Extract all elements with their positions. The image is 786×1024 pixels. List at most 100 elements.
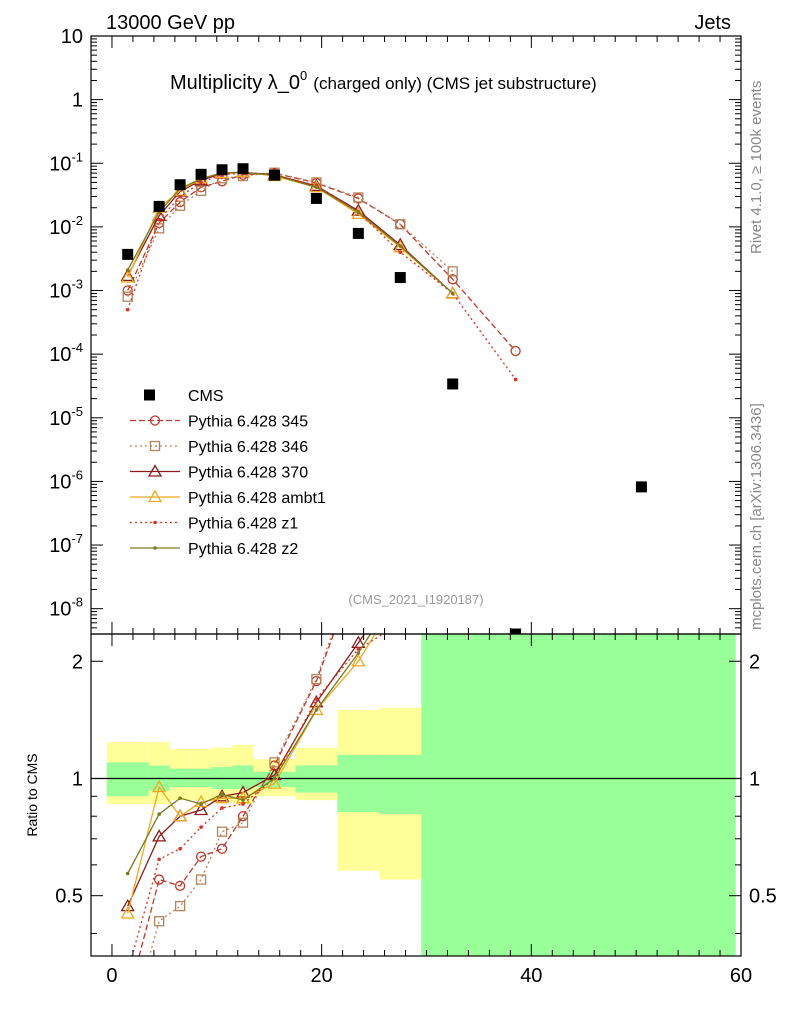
ratio-marker xyxy=(216,843,228,854)
y-tick-label: 1 xyxy=(72,90,83,112)
data-point xyxy=(216,164,228,176)
ratio-marker xyxy=(195,851,207,862)
data-point xyxy=(268,169,280,181)
series-marker xyxy=(351,206,366,220)
ratio-marker xyxy=(214,790,230,804)
ratio-marker xyxy=(178,796,182,800)
series-marker xyxy=(510,345,521,357)
ratio-marker xyxy=(267,776,282,789)
tick-exponent: -5 xyxy=(71,404,83,419)
data-point xyxy=(510,628,522,634)
legend-marker xyxy=(149,440,161,452)
ratio-marker xyxy=(356,651,361,655)
series-marker xyxy=(513,377,518,382)
y-tick-label: 10-7 xyxy=(49,531,83,557)
ratio-tick-label-right: 1 xyxy=(749,768,760,790)
data-point xyxy=(122,248,134,260)
stat-band xyxy=(106,762,149,797)
data-point xyxy=(447,378,459,390)
ratio-marker xyxy=(269,757,280,768)
series-marker xyxy=(398,250,403,255)
series-line xyxy=(127,172,454,297)
ratio-marker xyxy=(237,811,249,822)
tick-exponent: -2 xyxy=(71,213,83,228)
series-marker xyxy=(353,192,364,203)
series-marker xyxy=(395,219,406,230)
ratio-marker xyxy=(241,802,245,806)
series-marker xyxy=(153,223,165,234)
x-tick-label: 40 xyxy=(520,965,542,987)
tick-base: 10 xyxy=(49,281,71,303)
ratio-marker xyxy=(216,826,228,837)
tick-exponent: -3 xyxy=(71,277,83,292)
series-marker xyxy=(314,185,319,190)
process-label: Jets xyxy=(694,12,731,34)
series-marker xyxy=(445,286,460,299)
plot-title-main: Multiplicity λ_0 xyxy=(170,72,300,94)
rivet-label: Rivet 4.1.0, ≥ 100k events xyxy=(748,81,765,254)
tick-exponent: -6 xyxy=(71,467,83,482)
legend-label: Pythia 6.428 ambt1 xyxy=(188,490,326,507)
ratio-marker xyxy=(193,794,209,808)
ratio-marker xyxy=(272,776,277,781)
series-marker xyxy=(122,291,133,302)
y-tick-label: 10-2 xyxy=(49,213,83,239)
data-point xyxy=(174,179,186,191)
x-tick-label: 0 xyxy=(106,965,117,987)
legend-marker xyxy=(147,489,163,503)
data-point xyxy=(635,481,647,493)
main-data-points xyxy=(122,163,647,634)
ratio-line xyxy=(131,634,385,956)
legend-marker-cms xyxy=(144,389,155,401)
ratio-marker xyxy=(351,653,366,667)
ratio-tick-label: 2 xyxy=(72,651,83,673)
series-marker xyxy=(122,285,133,296)
ratio-marker xyxy=(193,802,209,816)
ratio-line xyxy=(127,634,376,914)
legend-label: Pythia 6.428 z2 xyxy=(188,541,298,558)
tick-exponent: -7 xyxy=(71,531,83,546)
series-marker xyxy=(356,210,361,215)
legend: CMS Pythia 6.428 345 Pythia 6.428 346 Pythi… xyxy=(130,388,326,558)
tick-exponent: -8 xyxy=(71,595,83,610)
x-tick-label: 60 xyxy=(730,965,752,987)
tick-base: 10 xyxy=(49,471,71,493)
ratio-panel-frame xyxy=(90,633,742,957)
y-tick-label: 10-3 xyxy=(49,277,83,303)
data-point xyxy=(310,192,322,204)
stat-band xyxy=(232,765,254,789)
series-marker xyxy=(450,291,455,296)
ratio-marker xyxy=(356,647,361,651)
plot-title: Multiplicity λ_00 (charged only) (CMS jet… xyxy=(170,68,597,94)
ratio-tick-label-right: 0.5 xyxy=(749,886,777,908)
series-marker xyxy=(125,268,130,272)
data-point xyxy=(394,272,406,284)
x-tick-label: 20 xyxy=(311,965,333,987)
ratio-marker xyxy=(309,694,324,708)
ratio-marker xyxy=(311,673,322,685)
series-marker xyxy=(120,270,135,283)
ratio-marker xyxy=(152,829,167,842)
series-marker xyxy=(174,200,186,211)
series-marker xyxy=(447,266,458,277)
data-point xyxy=(195,168,207,180)
tick-base: 10 xyxy=(49,599,71,621)
analysis-id: (CMS_2021_I1920187) xyxy=(348,592,483,607)
ratio-marker xyxy=(153,874,165,885)
tick-base: 10 xyxy=(49,217,71,239)
tick-base: 10 xyxy=(49,535,71,557)
ratio-marker xyxy=(157,857,161,862)
legend-label: Pythia 6.428 z1 xyxy=(188,516,298,533)
series-marker xyxy=(447,274,458,285)
series-marker xyxy=(199,180,203,185)
ratio-marker xyxy=(157,812,161,816)
ratio-marker xyxy=(314,708,319,712)
energy-label: 13000 GeV pp xyxy=(106,12,235,34)
legend-marker xyxy=(147,464,163,477)
ratio-marker xyxy=(235,785,251,798)
ratio-series xyxy=(120,634,385,956)
ratio-marker xyxy=(309,702,324,716)
legend-marker xyxy=(153,520,157,525)
series-marker xyxy=(125,307,130,312)
